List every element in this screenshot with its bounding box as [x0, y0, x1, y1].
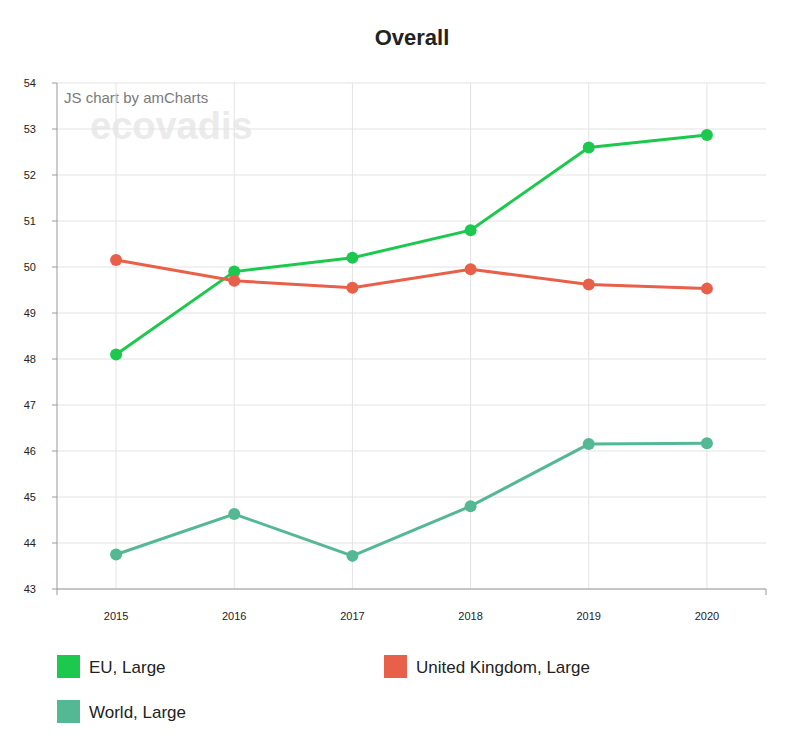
legend-swatch: [57, 655, 80, 678]
series-line: [116, 260, 707, 289]
legend-swatch: [57, 700, 80, 723]
tick: [52, 313, 57, 314]
legend-label: World, Large: [89, 703, 186, 722]
point: [465, 500, 477, 512]
series-line: [116, 135, 707, 354]
legend-label: United Kingdom, Large: [416, 658, 590, 677]
point: [346, 550, 358, 562]
point: [110, 254, 122, 266]
grid-line: [57, 175, 766, 176]
y-tick-label: 48: [24, 353, 36, 365]
point: [465, 224, 477, 236]
y-tick-label: 53: [24, 123, 36, 135]
point: [228, 275, 240, 287]
credit: JS chart by amCharts: [64, 89, 208, 106]
y-tick-label: 46: [24, 445, 36, 457]
point: [583, 278, 595, 290]
tick: [52, 359, 57, 360]
y-tick-label: 43: [24, 583, 36, 595]
tick: [52, 405, 57, 406]
legend-label: EU, Large: [89, 658, 166, 677]
point: [228, 508, 240, 520]
grid-line: [588, 83, 589, 589]
grid-line: [706, 83, 707, 589]
grid-line: [57, 83, 766, 84]
tick: [52, 129, 57, 130]
y-tick-label: 47: [24, 399, 36, 411]
point: [110, 348, 122, 360]
x-axis: [57, 589, 766, 590]
grid-line: [470, 83, 471, 589]
x-tick-label: 2019: [577, 610, 601, 622]
y-tick-label: 45: [24, 491, 36, 503]
y-tick-label: 49: [24, 307, 36, 319]
grid-line: [57, 543, 766, 544]
point: [583, 438, 595, 450]
point: [465, 263, 477, 275]
point: [346, 282, 358, 294]
grid-line: [57, 589, 766, 590]
y-tick-label: 52: [24, 169, 36, 181]
grid-line: [57, 405, 766, 406]
point: [346, 252, 358, 264]
grid-line: [57, 359, 766, 360]
tick: [52, 543, 57, 544]
grid-line: [57, 451, 766, 452]
y-axis: [57, 83, 58, 589]
y-tick-label: 54: [24, 77, 36, 89]
x-tick-label: 2015: [104, 610, 128, 622]
grid-line: [57, 129, 766, 130]
tick: [52, 451, 57, 452]
point: [701, 283, 713, 295]
grid-line: [57, 221, 766, 222]
x-tick-label: 2017: [340, 610, 364, 622]
grid-line: [116, 83, 117, 589]
tick: [52, 267, 57, 268]
point: [701, 129, 713, 141]
grid-line: [57, 497, 766, 498]
point: [701, 437, 713, 449]
axis-end: [57, 589, 58, 595]
grid-line: [57, 313, 766, 314]
legend-swatch: [384, 655, 407, 678]
x-tick-label: 2020: [695, 610, 719, 622]
y-tick-label: 44: [24, 537, 36, 549]
y-tick-label: 50: [24, 261, 36, 273]
axis-end: [766, 589, 767, 595]
series-line: [116, 443, 707, 556]
plot-area: [110, 129, 713, 562]
x-tick-label: 2018: [458, 610, 482, 622]
chart: ecovadisJS chart by amCharts Overall 43 44 4…: [0, 0, 796, 750]
point: [583, 141, 595, 153]
y-tick-label: 51: [24, 215, 36, 227]
tick: [52, 221, 57, 222]
title: Overall: [375, 25, 450, 50]
tick: [52, 497, 57, 498]
point: [110, 549, 122, 561]
grid-line: [352, 83, 353, 589]
watermark: ecovadis: [90, 105, 253, 147]
tick: [52, 589, 57, 590]
x-tick-label: 2016: [222, 610, 246, 622]
tick: [52, 175, 57, 176]
tick: [52, 83, 57, 84]
